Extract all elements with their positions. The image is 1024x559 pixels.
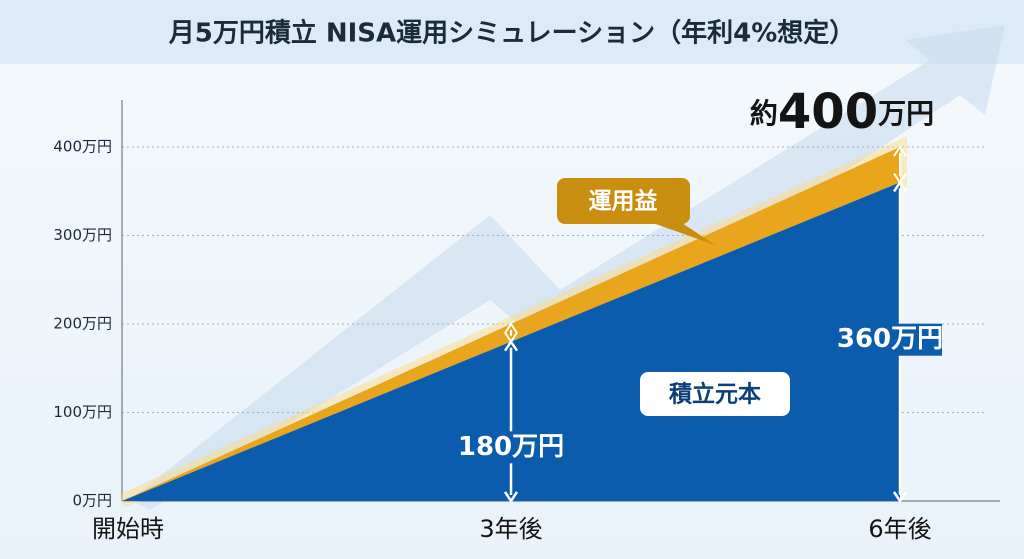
dim-head — [893, 145, 907, 157]
y-tick-label: 400万円 — [53, 138, 112, 156]
y-tick-label: 300万円 — [53, 226, 112, 244]
data-label: 360万円 — [837, 324, 943, 354]
dim-head — [892, 491, 908, 504]
total-annotation: 約400万円 — [750, 84, 934, 140]
legend-box — [640, 372, 790, 416]
x-tick-label: 3年後 — [479, 515, 542, 543]
dim-head — [504, 332, 518, 344]
x-tick-label: 6年後 — [868, 515, 931, 543]
y-tick-label: 0万円 — [72, 492, 112, 510]
dim-head — [893, 172, 907, 185]
dim-head — [503, 491, 519, 504]
legend-box — [557, 178, 690, 224]
label-bg — [838, 323, 942, 356]
annotation-part: 約 — [750, 97, 778, 130]
chart-title: 月5万円積立 NISA運用シミュレーション（年利4%想定） — [168, 18, 856, 49]
y-tick-label: 200万円 — [53, 315, 112, 333]
legend-label: 積立元本 — [669, 381, 761, 408]
annotation-part: 万円 — [878, 97, 934, 130]
annotation-part: 400 — [778, 84, 878, 140]
y-tick-label: 100万円 — [53, 403, 112, 421]
data-label: 180万円 — [458, 432, 564, 462]
legend-label: 運用益 — [589, 188, 658, 215]
dim-head — [504, 322, 518, 334]
x-tick-label: 開始時 — [92, 515, 164, 543]
label-bg — [459, 431, 563, 464]
title-band — [0, 0, 1024, 64]
